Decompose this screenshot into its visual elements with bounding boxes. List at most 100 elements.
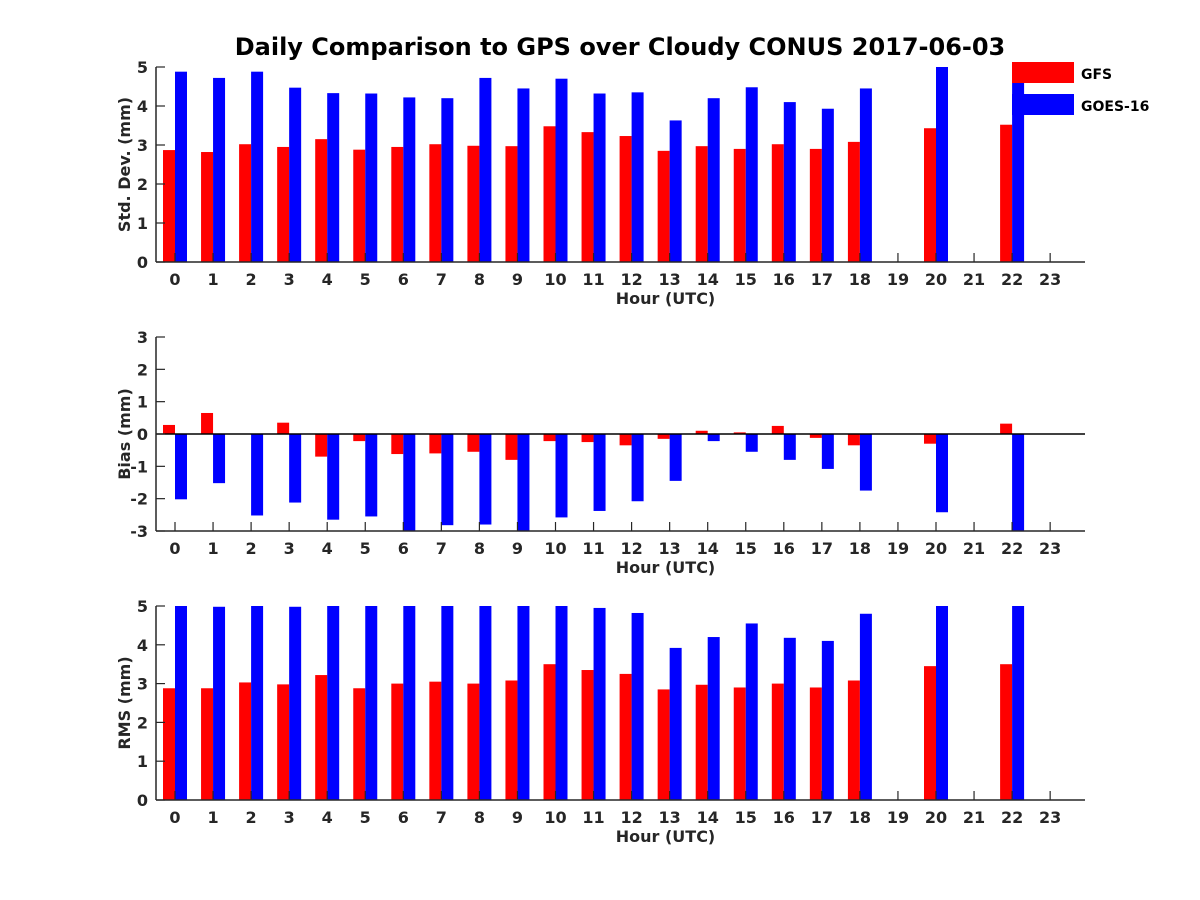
y-axis-label: Bias (mm) [115,388,134,480]
bar-bias-gfs-7 [429,434,442,454]
bar-stddev-goes16-5 [365,93,378,263]
x-tick-label: 2 [246,808,257,827]
bar-bias-gfs-14 [695,430,708,434]
y-tick-label: -2 [130,490,148,509]
bar-stddev-goes16-20 [936,67,948,262]
x-tick-label: 5 [360,808,371,827]
bar-rms-goes16-3 [289,606,302,800]
bar-rms-gfs-13 [657,689,670,800]
x-tick-label: 22 [1001,539,1023,558]
bar-rms-gfs-17 [809,687,822,800]
bar-bias-goes16-17 [821,434,834,469]
bar-stddev-gfs-18 [847,141,860,262]
bar-bias-goes16-3 [289,434,302,503]
bar-rms-goes16-10 [555,606,568,800]
bar-stddev-gfs-13 [657,150,670,262]
y-tick-label: 1 [137,214,148,233]
y-tick-label: 5 [137,597,148,616]
legend-label-goes16: GOES-16 [1081,99,1149,115]
x-tick-label: 11 [582,270,604,289]
x-tick-label: 6 [398,808,409,827]
bar-bias-gfs-22 [1000,423,1013,434]
x-tick-label: 20 [925,539,947,558]
y-tick-label: -1 [130,457,148,476]
x-tick-label: 1 [207,539,218,558]
x-axis-label: Hour (UTC) [616,827,716,846]
bar-bias-goes16-7 [441,434,454,526]
x-tick-label: 11 [582,808,604,827]
x-tick-label: 19 [887,539,909,558]
bar-stddev-gfs-22 [1000,124,1013,262]
x-tick-label: 13 [659,270,681,289]
y-tick-label: 0 [137,253,148,272]
bar-stddev-goes16-14 [707,98,720,262]
bar-rms-goes16-8 [479,606,492,800]
bar-bias-gfs-8 [467,434,480,452]
y-tick-label: 2 [137,360,148,379]
y-tick-label: 3 [137,675,148,694]
x-tick-label: 5 [360,270,371,289]
x-tick-label: 14 [697,808,719,827]
bar-stddev-gfs-20 [924,128,936,262]
bar-stddev-goes16-16 [783,102,796,262]
bar-bias-gfs-11 [581,434,594,443]
x-tick-label: 12 [620,539,642,558]
x-tick-label: 17 [811,808,833,827]
bar-rms-goes16-2 [251,606,264,800]
x-tick-label: 23 [1039,270,1061,289]
bar-stddev-gfs-7 [429,144,442,262]
x-tick-label: 4 [322,539,333,558]
bar-rms-goes16-6 [403,606,416,800]
x-tick-label: 20 [925,808,947,827]
bar-stddev-goes16-9 [517,88,530,262]
legend-label-gfs: GFS [1081,67,1112,83]
bar-rms-gfs-20 [924,666,936,800]
x-tick-label: 15 [735,539,757,558]
x-tick-label: 3 [284,270,295,289]
bar-rms-goes16-16 [783,637,796,800]
bar-rms-gfs-22 [1000,664,1013,800]
x-tick-label: 12 [620,808,642,827]
y-tick-label: 3 [137,136,148,155]
bar-bias-goes16-18 [859,434,872,491]
x-tick-label: 5 [360,539,371,558]
bar-bias-gfs-20 [924,434,936,444]
bar-stddev-goes16-18 [859,88,872,262]
x-tick-label: 4 [322,808,333,827]
x-tick-label: 11 [582,539,604,558]
bar-stddev-gfs-8 [467,145,480,262]
y-tick-label: 4 [137,97,148,116]
bar-stddev-gfs-4 [315,139,328,262]
bar-stddev-gfs-5 [353,149,366,262]
bar-stddev-goes16-2 [251,71,264,263]
bar-rms-goes16-13 [669,647,682,800]
legend: GFS GOES-16 [1012,62,1149,115]
x-tick-label: 7 [436,808,447,827]
bar-stddev-goes16-11 [593,93,606,263]
bar-rms-goes16-1 [213,606,226,800]
bar-bias-gfs-5 [353,434,366,442]
bar-bias-goes16-13 [669,434,682,481]
bar-rms-gfs-3 [277,684,290,800]
x-tick-label: 0 [169,539,180,558]
bar-rms-gfs-7 [429,681,442,800]
bar-bias-goes16-4 [327,434,340,520]
bar-bias-goes16-2 [251,434,264,516]
y-tick-label: 4 [137,636,148,655]
y-axis-label: RMS (mm) [115,656,134,749]
bar-bias-goes16-1 [213,434,226,484]
bar-stddev-goes16-10 [555,78,568,262]
bar-rms-goes16-20 [936,606,948,800]
x-tick-label: 1 [207,808,218,827]
bar-stddev-goes16-12 [631,92,644,262]
x-tick-label: 10 [544,270,566,289]
x-tick-label: 23 [1039,808,1061,827]
y-tick-label: 0 [137,791,148,810]
bar-bias-goes16-16 [783,434,796,460]
x-tick-label: 3 [284,808,295,827]
bar-bias-gfs-13 [657,434,670,439]
x-tick-label: 15 [735,808,757,827]
bar-rms-goes16-9 [517,606,530,800]
y-tick-label: 1 [137,752,148,771]
